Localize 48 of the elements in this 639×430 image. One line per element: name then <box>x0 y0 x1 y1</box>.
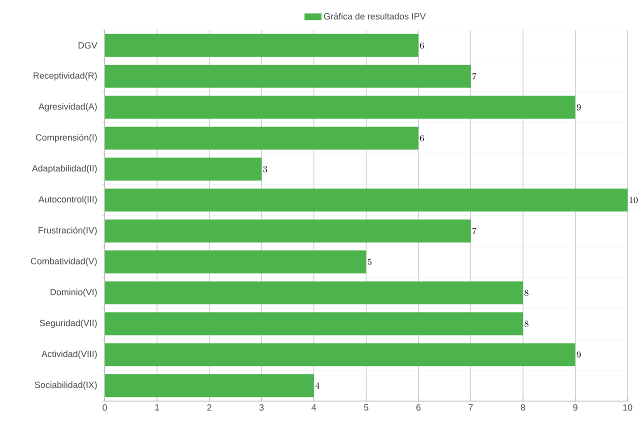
data-label: 8 <box>524 320 528 327</box>
data-label: 10 <box>630 196 638 204</box>
x-tick-label: 10 <box>623 404 632 411</box>
legend-label: Gráfica de resultados IPV <box>324 12 426 20</box>
y-tick-label: Dominio(VI) <box>50 288 97 298</box>
y-tick-label: DGV <box>78 42 98 49</box>
y-tick-label: Frustración(IV) <box>38 226 97 236</box>
x-tick-label: 8 <box>520 404 526 411</box>
bar <box>104 250 366 274</box>
bar <box>104 64 471 88</box>
bar <box>104 188 628 212</box>
data-label: 4 <box>315 382 320 389</box>
bar <box>104 126 418 150</box>
bar <box>104 343 576 366</box>
bar <box>104 158 262 181</box>
y-tick-label: Comprensión(I) <box>36 134 97 142</box>
data-label: 9 <box>576 352 581 358</box>
data-label: 6 <box>420 135 424 142</box>
y-tick-label: Sociabilidad(IX) <box>34 381 97 390</box>
x-tick-label: 2 <box>207 404 212 411</box>
data-label: 8 <box>524 290 528 296</box>
x-tick-label: 3 <box>259 404 264 411</box>
y-tick-label: Actividad(VIII) <box>41 350 97 359</box>
x-tick-label: 9 <box>573 404 578 411</box>
x-tick-label: 7 <box>468 404 473 410</box>
x-tick-label: 6 <box>416 404 421 411</box>
y-tick-label: Combatividad(V) <box>30 258 97 266</box>
data-label: 7 <box>472 228 476 234</box>
data-label: 5 <box>368 258 372 265</box>
bar <box>104 96 576 119</box>
bar <box>104 374 314 398</box>
data-label: 9 <box>576 104 581 110</box>
data-label: 7 <box>472 73 476 80</box>
bar <box>104 220 471 242</box>
y-tick-label: Autocontrol(III) <box>38 196 97 204</box>
bar <box>104 34 418 57</box>
x-tick-label: 0 <box>102 404 107 411</box>
y-tick-label: Seguridad(VII) <box>40 320 97 328</box>
y-tick-label: Receptividad(R) <box>34 72 97 81</box>
x-tick-label: 4 <box>312 404 316 410</box>
data-label: 3 <box>263 166 268 172</box>
x-tick-label: 1 <box>155 404 160 410</box>
y-tick-label: Agresividad(A) <box>38 103 97 112</box>
data-label: 6 <box>420 42 424 48</box>
x-tick-label: 5 <box>364 404 368 411</box>
bar <box>104 312 524 336</box>
y-tick-label: Adaptabilidad(II) <box>32 164 97 174</box>
bar <box>104 281 524 304</box>
